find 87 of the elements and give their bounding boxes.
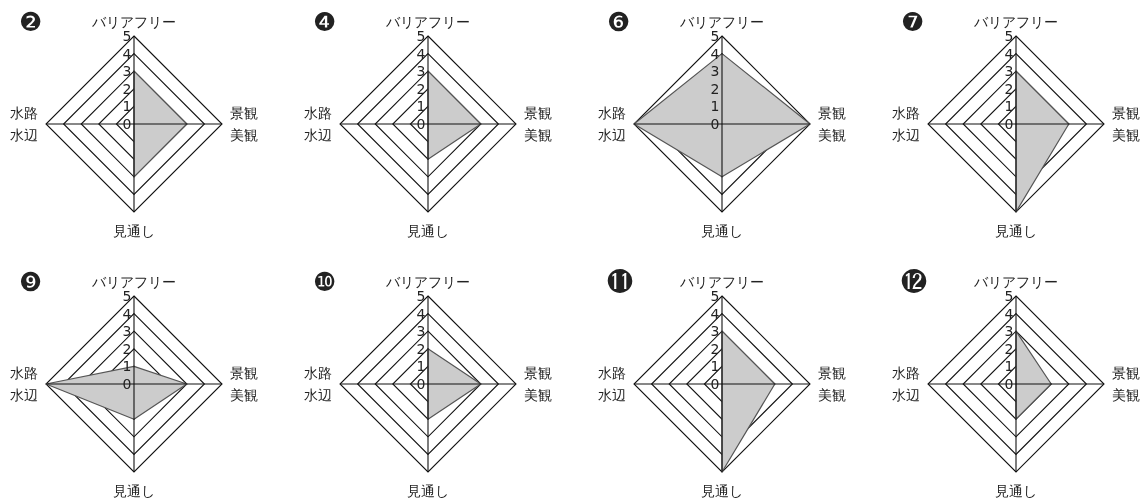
spoke-label: 水路水辺 xyxy=(598,365,626,403)
y-tick-label: 4 xyxy=(122,45,132,62)
y-tick-label: 0 xyxy=(416,116,426,132)
y-tick-label: 1 xyxy=(416,98,426,115)
y-tick-label: 0 xyxy=(1004,116,1014,132)
y-tick-label: 5 xyxy=(122,28,132,44)
y-tick-label: 1 xyxy=(1004,98,1014,115)
y-tick-label: 5 xyxy=(710,288,720,304)
chart-title: ⓫ xyxy=(607,267,633,297)
spoke-label: バリアフリー xyxy=(385,274,470,290)
y-tick-label: 1 xyxy=(1004,358,1014,375)
spoke-label: 見通し xyxy=(995,483,1037,499)
y-tick-label: 0 xyxy=(122,376,132,392)
y-tick-label: 2 xyxy=(710,80,720,97)
spoke-label: 景観美観 xyxy=(1112,105,1140,143)
y-tick-label: 0 xyxy=(710,116,720,132)
y-tick-label: 3 xyxy=(416,323,426,340)
spoke-label: 見通し xyxy=(407,483,449,499)
spoke-label: 水路水辺 xyxy=(598,105,626,143)
spoke-label: バリアフリー xyxy=(973,14,1058,30)
y-tick-label: 2 xyxy=(416,80,426,97)
spoke-label: 見通し xyxy=(113,483,155,499)
y-tick-label: 5 xyxy=(1004,288,1014,304)
spoke-label: 見通し xyxy=(407,223,449,239)
chart-title: ❿ xyxy=(313,267,337,297)
y-tick-label: 3 xyxy=(122,323,132,340)
spoke-label: バリアフリー xyxy=(679,14,764,30)
spoke-label: 水路水辺 xyxy=(304,105,332,143)
y-tick-label: 1 xyxy=(710,98,720,115)
y-tick-label: 3 xyxy=(416,63,426,80)
y-tick-label: 2 xyxy=(1004,80,1014,97)
y-tick-label: 1 xyxy=(710,358,720,375)
y-tick-label: 4 xyxy=(1004,305,1014,322)
chart-title: ❷ xyxy=(19,7,43,37)
spoke-label: 景観美観 xyxy=(230,105,258,143)
spoke-label: バリアフリー xyxy=(385,14,470,30)
chart-title: ❹ xyxy=(313,7,337,37)
spoke-label: バリアフリー xyxy=(973,274,1058,290)
y-tick-label: 5 xyxy=(122,288,132,304)
y-tick-label: 3 xyxy=(710,63,720,80)
y-tick-label: 4 xyxy=(710,45,720,62)
spoke-label: 景観美観 xyxy=(230,365,258,403)
spoke-label: 見通し xyxy=(995,223,1037,239)
y-tick-label: 3 xyxy=(1004,63,1014,80)
y-tick-label: 2 xyxy=(122,340,132,357)
spoke-label: 水路水辺 xyxy=(892,105,920,143)
y-tick-label: 4 xyxy=(1004,45,1014,62)
spoke-label: バリアフリー xyxy=(679,274,764,290)
y-tick-label: 2 xyxy=(416,340,426,357)
spoke-label: 景観美観 xyxy=(818,365,846,403)
y-tick-label: 2 xyxy=(122,80,132,97)
spoke-label: 見通し xyxy=(701,483,743,499)
spoke-label: 水路水辺 xyxy=(304,365,332,403)
y-tick-label: 3 xyxy=(1004,323,1014,340)
y-tick-label: 1 xyxy=(416,358,426,375)
y-tick-label: 3 xyxy=(710,323,720,340)
y-tick-label: 5 xyxy=(710,28,720,44)
spoke-label: バリアフリー xyxy=(91,274,176,290)
spoke-label: 景観美観 xyxy=(524,365,552,403)
y-tick-label: 0 xyxy=(416,376,426,392)
y-tick-label: 0 xyxy=(122,116,132,132)
spoke-label: 景観美観 xyxy=(1112,365,1140,403)
spoke-label: バリアフリー xyxy=(91,14,176,30)
y-tick-label: 0 xyxy=(1004,376,1014,392)
spoke-label: 景観美観 xyxy=(818,105,846,143)
y-tick-label: 5 xyxy=(1004,28,1014,44)
y-tick-label: 5 xyxy=(416,28,426,44)
spoke-label: 見通し xyxy=(701,223,743,239)
spoke-label: 水路水辺 xyxy=(10,365,38,403)
y-tick-label: 3 xyxy=(122,63,132,80)
y-tick-label: 2 xyxy=(710,340,720,357)
y-tick-label: 4 xyxy=(416,305,426,322)
chart-title: ⓬ xyxy=(901,267,927,297)
spoke-label: 水路水辺 xyxy=(10,105,38,143)
spoke-label: 景観美観 xyxy=(524,105,552,143)
y-tick-label: 2 xyxy=(1004,340,1014,357)
chart-title: ❼ xyxy=(901,7,925,37)
y-tick-label: 5 xyxy=(416,288,426,304)
spoke-label: 見通し xyxy=(113,223,155,239)
y-tick-label: 1 xyxy=(122,98,132,115)
y-tick-label: 4 xyxy=(710,305,720,322)
y-tick-label: 4 xyxy=(416,45,426,62)
chart-title: ❾ xyxy=(19,267,43,297)
chart-title: ❻ xyxy=(607,7,631,37)
spoke-label: 水路水辺 xyxy=(892,365,920,403)
y-tick-label: 0 xyxy=(710,376,720,392)
y-tick-label: 4 xyxy=(122,305,132,322)
